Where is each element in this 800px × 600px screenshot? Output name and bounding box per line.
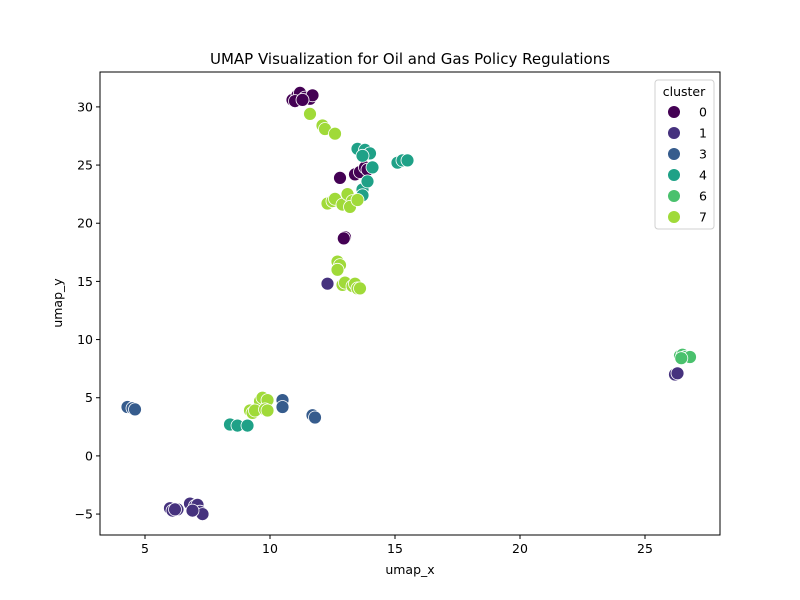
- legend-marker: [668, 106, 680, 118]
- data-point: [275, 400, 290, 414]
- data-point: [240, 418, 255, 433]
- legend-marker: [668, 127, 680, 139]
- legend-marker: [668, 211, 680, 223]
- data-point: [308, 410, 322, 425]
- y-tick-label: 30: [77, 99, 93, 114]
- data-point: [333, 170, 347, 185]
- y-axis-label: umap_y: [50, 278, 65, 328]
- x-axis: 5 10 15 20 25: [141, 535, 653, 556]
- series-cluster-4: [223, 141, 415, 433]
- data-point: [360, 174, 375, 189]
- legend-marker: [668, 148, 680, 160]
- y-tick-label: −5: [75, 507, 93, 522]
- legend-label: 3: [699, 147, 707, 162]
- data-point: [320, 276, 335, 291]
- series-cluster-1: [163, 276, 685, 521]
- data-point: [674, 351, 689, 366]
- x-tick-label: 25: [637, 541, 653, 556]
- y-tick-label: 0: [85, 448, 93, 463]
- y-tick-label: 25: [77, 158, 93, 173]
- points-layer: [120, 86, 697, 521]
- data-point: [295, 93, 310, 107]
- legend-box: [654, 79, 715, 230]
- legend-entries: 0 1 3 4 6 7: [668, 105, 707, 225]
- data-point: [336, 231, 351, 246]
- y-axis: −5 0 5 10 15 20 25 30: [75, 99, 100, 522]
- x-tick-label: 10: [262, 541, 278, 556]
- data-point: [328, 126, 342, 141]
- x-tick-label: 20: [512, 541, 528, 556]
- series-cluster-0: [285, 86, 375, 246]
- series-cluster-7: [243, 107, 367, 420]
- x-tick-label: 15: [387, 541, 403, 556]
- series-cluster-3: [120, 393, 322, 425]
- data-point: [400, 153, 415, 168]
- plot-frame: [99, 71, 721, 536]
- data-point: [185, 503, 200, 518]
- x-axis-label: umap_x: [385, 562, 434, 577]
- legend-label: 6: [699, 189, 707, 204]
- legend-label: 0: [699, 105, 707, 120]
- data-point: [355, 148, 370, 163]
- data-point: [330, 262, 345, 277]
- data-point: [168, 502, 182, 517]
- y-tick-label: 15: [77, 274, 93, 289]
- x-tick-label: 5: [141, 541, 149, 556]
- legend-label: 7: [699, 210, 707, 225]
- legend-marker: [668, 190, 680, 202]
- data-point: [260, 403, 275, 418]
- series-cluster-6: [673, 347, 697, 366]
- y-tick-label: 20: [77, 216, 93, 231]
- y-tick-label: 10: [77, 332, 93, 347]
- legend-label: 4: [699, 168, 707, 183]
- legend-title: cluster: [663, 84, 706, 99]
- legend-label: 1: [699, 126, 707, 141]
- data-point: [353, 281, 367, 296]
- legend-marker: [668, 169, 680, 181]
- data-point: [128, 402, 142, 417]
- data-point: [365, 160, 380, 175]
- legend: cluster 0 1 3 4 6 7: [654, 79, 715, 230]
- data-point: [303, 107, 317, 121]
- data-point: [670, 366, 685, 381]
- chart-title: UMAP Visualization for Oil and Gas Polic…: [210, 50, 610, 68]
- data-point: [350, 193, 365, 207]
- y-tick-label: 5: [85, 390, 93, 405]
